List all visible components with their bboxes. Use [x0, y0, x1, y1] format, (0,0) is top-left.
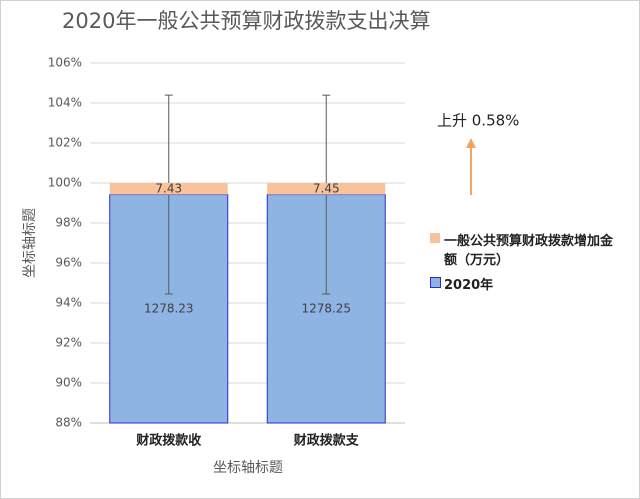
y-tick-label: 92%: [55, 336, 82, 350]
x-axis-title: 坐标轴标题: [213, 460, 283, 476]
x-tick-label: 财政拨款支: [294, 433, 360, 449]
value-label: 1278.23: [144, 301, 194, 315]
x-tick-label: 财政拨款收: [136, 433, 202, 449]
y-tick-label: 106%: [48, 56, 82, 70]
legend-label: 一般公共预算财政拨款增加金额（万元）: [444, 234, 614, 268]
value-label: 7.45: [313, 181, 340, 195]
chart-title: 2020年一般公共预算财政拨款支出决算: [62, 9, 430, 33]
legend-swatch: [430, 277, 441, 288]
bar-segment: [109, 183, 228, 195]
annotation: 上升 0.58%: [437, 112, 519, 130]
y-tick-label: 102%: [48, 136, 82, 150]
y-tick-label: 88%: [55, 416, 82, 430]
bar-segment: [267, 183, 386, 195]
y-tick-label: 104%: [48, 96, 82, 110]
value-label: 7.43: [155, 181, 182, 195]
y-tick-label: 96%: [55, 256, 82, 270]
y-tick-label: 98%: [55, 216, 82, 230]
arrow-head: [466, 138, 476, 148]
y-tick-label: 100%: [48, 176, 82, 190]
y-tick-label: 94%: [55, 296, 82, 310]
legend-swatch: [430, 233, 440, 243]
value-label: 1278.25: [301, 301, 351, 315]
y-tick-label: 90%: [55, 376, 82, 390]
legend-label: 2020年: [444, 278, 494, 293]
y-axis-title: 坐标轴标题: [22, 208, 38, 278]
